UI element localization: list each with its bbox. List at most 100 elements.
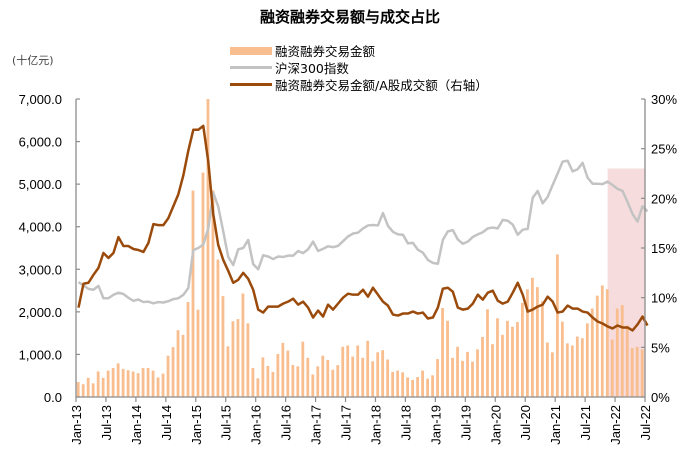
bar — [301, 341, 305, 397]
x-tick-label: Jan-13 — [69, 405, 84, 445]
left-tick-label: 0.0 — [44, 390, 62, 405]
x-tick-label: Jul-13 — [99, 405, 114, 440]
line-series — [77, 124, 649, 332]
bar — [466, 351, 469, 397]
bar-series-margin-amount — [76, 99, 644, 397]
bar — [131, 371, 135, 397]
bar — [251, 368, 255, 397]
bar — [156, 377, 160, 397]
bar — [341, 346, 345, 397]
bar — [331, 369, 335, 397]
bar — [486, 309, 489, 397]
bar — [211, 190, 215, 397]
bar — [496, 318, 499, 397]
bar — [501, 334, 504, 397]
x-tick-label: Jan-14 — [129, 405, 144, 445]
bar — [366, 340, 370, 397]
right-tick-label: 30% — [651, 92, 677, 107]
x-tick-label: Jul-22 — [638, 405, 653, 440]
right-tick-label: 15% — [651, 241, 677, 256]
bar — [526, 289, 529, 397]
bar — [91, 383, 95, 397]
x-tick-label: Jul-21 — [578, 405, 593, 440]
bar — [126, 370, 130, 397]
bar — [371, 361, 375, 397]
bar — [266, 365, 270, 397]
x-tick-label: Jan-15 — [189, 405, 204, 445]
x-tick-label: Jul-14 — [159, 405, 174, 440]
bar — [76, 382, 80, 397]
bar — [391, 371, 395, 397]
bar — [476, 349, 479, 397]
x-tick-label: Jul-20 — [518, 405, 533, 440]
bar — [221, 296, 225, 397]
bar — [555, 254, 559, 397]
bar — [171, 347, 175, 397]
bar — [461, 360, 464, 397]
legend-swatch-gray-line-icon — [230, 66, 272, 69]
bar — [590, 308, 594, 397]
legend-item-csi300: 沪深300指数 — [230, 59, 488, 76]
bar — [421, 370, 424, 397]
bar — [396, 370, 400, 397]
bar — [81, 384, 85, 397]
right-tick-label: 25% — [651, 142, 677, 157]
bar — [381, 350, 385, 397]
x-tick-label: Jan-21 — [548, 405, 563, 445]
bar — [191, 190, 195, 397]
bar — [186, 302, 190, 397]
legend-item-ratio: 融资融券交易金额/A股成交额（右轴） — [230, 76, 488, 93]
bar — [146, 368, 150, 397]
legend-label: 融资融券交易金额 — [275, 44, 376, 59]
bar — [136, 373, 140, 397]
bar — [610, 339, 614, 397]
x-tick-label: Jan-16 — [249, 405, 264, 445]
x-tick-label: Jul-15 — [219, 405, 234, 440]
bar — [411, 379, 415, 397]
x-tick-label: Jul-16 — [279, 405, 294, 440]
bar — [585, 323, 589, 397]
bar — [516, 322, 519, 397]
left-tick-label: 5,000.0 — [19, 177, 62, 192]
legend-swatch-bar-icon — [230, 46, 272, 55]
bar — [181, 334, 185, 397]
bar — [481, 336, 484, 397]
bar — [106, 370, 110, 397]
bar — [286, 350, 290, 397]
bar — [630, 348, 634, 397]
bar — [226, 346, 230, 397]
bar — [141, 368, 145, 397]
bar — [640, 349, 644, 397]
bar — [595, 295, 599, 397]
bar — [456, 346, 459, 397]
x-tick-label: Jul-18 — [398, 405, 413, 440]
bar — [600, 285, 604, 397]
bar — [426, 378, 429, 397]
legend-swatch-brown-line-icon — [230, 83, 272, 86]
bar — [540, 301, 544, 397]
bar — [261, 357, 265, 397]
bar — [316, 366, 320, 397]
bar — [236, 319, 240, 397]
legend-label: 融资融券交易金额/A股成交额（右轴） — [275, 78, 488, 93]
bar — [111, 368, 115, 397]
left-axis-unit: (十亿元) — [12, 54, 54, 67]
chart-title: 融资融券交易额与成交占比 — [259, 8, 440, 26]
bar — [121, 368, 125, 397]
left-tick-label: 3,000.0 — [19, 262, 62, 277]
bar — [166, 355, 170, 397]
bar — [376, 352, 380, 397]
left-tick-label: 6,000.0 — [19, 135, 62, 150]
bar — [615, 308, 619, 397]
bar — [326, 359, 330, 397]
bar — [336, 365, 340, 397]
bar — [550, 352, 554, 397]
bar — [321, 355, 325, 397]
bar — [201, 172, 205, 397]
bar — [545, 342, 549, 397]
x-tick-label: Jan-20 — [488, 405, 503, 445]
legend-item-margin-amount: 融资融券交易金额 — [230, 42, 488, 59]
bar — [436, 359, 439, 397]
bar — [241, 293, 245, 397]
